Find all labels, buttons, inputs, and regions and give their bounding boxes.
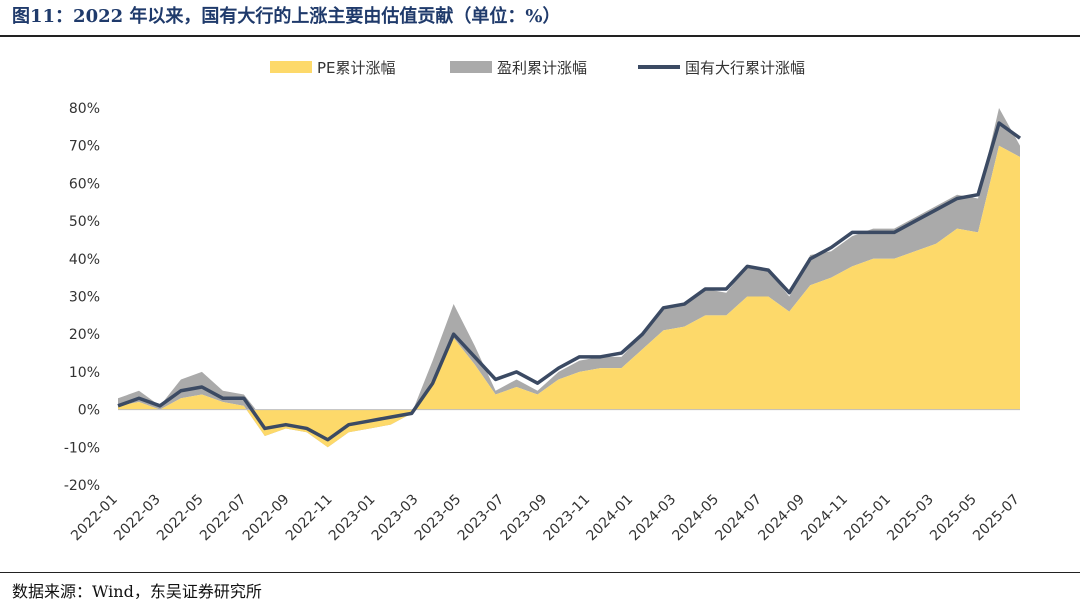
y-tick-label: 0% [78, 403, 100, 419]
y-tick-label: 40% [69, 252, 100, 268]
x-tick-label: 2025-03 [884, 492, 937, 545]
plot-area [117, 108, 1022, 448]
x-tick-label: 2023-05 [412, 492, 465, 545]
x-tick-label: 2023-09 [498, 492, 551, 545]
bottom-rule [0, 572, 1080, 573]
y-tick-label: 20% [69, 327, 100, 343]
x-tick-label: 2023-03 [369, 492, 422, 545]
x-axis: 2022-012022-032022-052022-072022-092022-… [68, 492, 1023, 545]
legend-swatch [450, 61, 492, 73]
y-tick-label: -10% [64, 440, 100, 456]
y-tick-label: 80% [69, 101, 100, 117]
legend: PE累计涨幅 盈利累计涨幅 国有大行累计涨幅 [270, 59, 805, 77]
x-tick-label: 2023-11 [541, 492, 594, 545]
y-tick-label: 50% [69, 214, 100, 230]
y-axis: 80% 70% 60% 50% 40% 30% 20% 10% 0% -10% -20% [64, 101, 100, 494]
x-tick-label: 2023-01 [326, 492, 379, 545]
legend-swatch [270, 61, 312, 73]
x-tick-label: 2024-01 [584, 492, 637, 545]
x-tick-label: 2025-05 [927, 492, 980, 545]
y-tick-label: 30% [69, 290, 100, 306]
x-tick-label: 2023-07 [455, 492, 508, 545]
bank-line [117, 121, 1022, 442]
legend-label: PE累计涨幅 [317, 59, 396, 77]
x-tick-label: 2024-09 [755, 492, 808, 545]
top-rule [0, 35, 1080, 37]
x-tick-label: 2025-07 [970, 492, 1023, 545]
x-tick-label: 2022-07 [197, 492, 250, 545]
x-tick-label: 2024-07 [712, 492, 765, 545]
chart-title: 图11：2022 年以来，国有大行的上涨主要由估值贡献（单位：%） [12, 6, 561, 27]
x-tick-label: 2022-11 [283, 492, 336, 545]
legend-label: 国有大行累计涨幅 [685, 59, 805, 77]
x-tick-label: 2024-11 [798, 492, 851, 545]
x-tick-label: 2022-03 [111, 492, 164, 545]
legend-label: 盈利累计涨幅 [497, 59, 587, 77]
y-tick-label: 60% [69, 176, 100, 192]
source-note: 数据来源：Wind，东吴证券研究所 [12, 582, 262, 601]
chart: PE累计涨幅 盈利累计涨幅 国有大行累计涨幅 80% 70% 60% 50% 40% 30% 2… [64, 59, 1023, 545]
x-tick-label: 2022-01 [68, 492, 121, 545]
x-tick-label: 2022-09 [240, 492, 293, 545]
y-tick-label: 70% [69, 139, 100, 155]
x-tick-label: 2024-05 [669, 492, 722, 545]
y-tick-label: -20% [64, 478, 100, 494]
x-tick-label: 2025-01 [841, 492, 894, 545]
x-tick-label: 2024-03 [627, 492, 680, 545]
y-tick-label: 10% [69, 365, 100, 381]
x-tick-label: 2022-05 [154, 492, 207, 545]
pe-area [118, 145, 1020, 448]
